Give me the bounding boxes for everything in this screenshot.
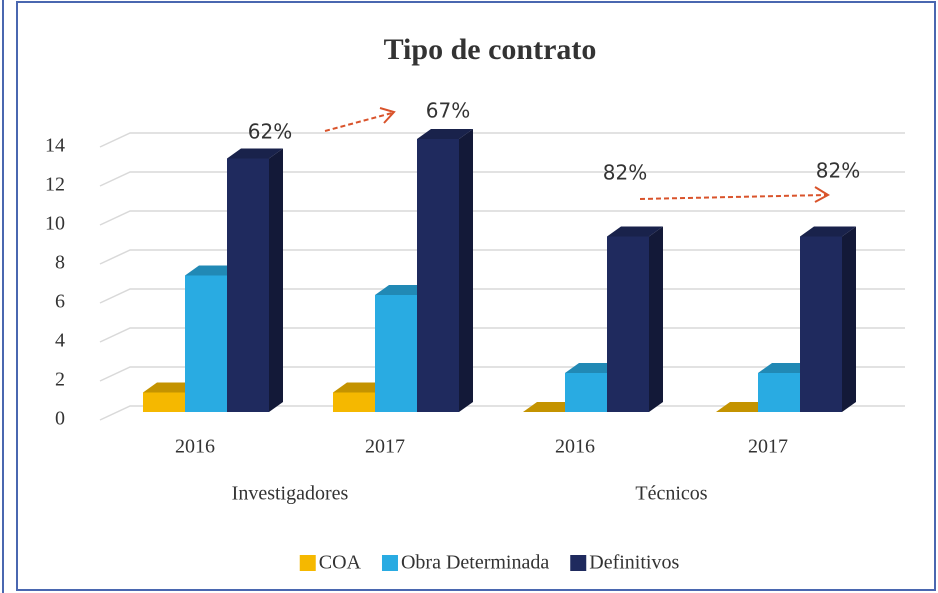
bar xyxy=(227,158,269,412)
bar-side xyxy=(459,129,473,412)
bar xyxy=(185,275,227,412)
grid-line xyxy=(99,132,905,148)
grid-line xyxy=(99,210,905,226)
bar-3d xyxy=(607,226,663,412)
bar xyxy=(758,373,800,412)
bar xyxy=(800,236,842,412)
y-tick-label: 12 xyxy=(45,174,65,196)
arrows xyxy=(324,107,831,203)
legend-label: Obra Determinada xyxy=(401,552,549,574)
grid-line xyxy=(99,171,905,187)
x-tick-label: 2016 xyxy=(555,436,595,458)
legend-swatch xyxy=(570,555,587,571)
frame xyxy=(16,1,936,591)
bar xyxy=(143,392,185,412)
x-tick-label: 2016 xyxy=(175,436,215,458)
legend-label: COA xyxy=(319,552,362,574)
arrow-head xyxy=(814,186,831,203)
y-tick-label: 2 xyxy=(55,369,65,391)
bar-top xyxy=(417,129,473,139)
group-label: Investigadores xyxy=(232,483,349,505)
legend-swatch xyxy=(381,555,398,571)
bar-top xyxy=(607,226,663,237)
annotation: 82% xyxy=(816,159,860,183)
legend-swatch xyxy=(299,555,316,571)
bar xyxy=(375,295,417,412)
annotation: 62% xyxy=(248,120,292,144)
bar-side xyxy=(269,148,283,412)
y-tick-label: 14 xyxy=(45,135,65,157)
arrow xyxy=(639,194,827,200)
bar-top xyxy=(800,226,856,237)
bar xyxy=(565,373,607,412)
bar-top xyxy=(227,148,283,159)
y-tick-label: 4 xyxy=(55,330,65,352)
bar xyxy=(333,392,375,412)
chart-title: Tipo de contrato xyxy=(384,33,597,66)
y-tick-label: 0 xyxy=(55,408,65,430)
annotation: 67% xyxy=(426,99,470,123)
y-tick-label: 8 xyxy=(55,252,65,274)
group-label: Técnicos xyxy=(635,483,707,505)
bar-3d xyxy=(227,148,283,412)
x-tick-label: 2017 xyxy=(748,436,788,458)
bar-3d xyxy=(800,226,856,412)
bar-side xyxy=(649,226,663,412)
y-tick-label: 6 xyxy=(55,291,65,313)
annotation: 82% xyxy=(603,161,647,185)
arrow xyxy=(324,112,393,132)
x-tick-label: 2017 xyxy=(365,436,405,458)
legend-label: Definitivos xyxy=(589,552,679,574)
bar-3d xyxy=(417,129,473,412)
arrow-head xyxy=(379,107,396,124)
bar xyxy=(607,236,649,412)
y-tick-label: 10 xyxy=(45,213,65,235)
bar-side xyxy=(842,226,856,412)
bar xyxy=(417,139,459,412)
